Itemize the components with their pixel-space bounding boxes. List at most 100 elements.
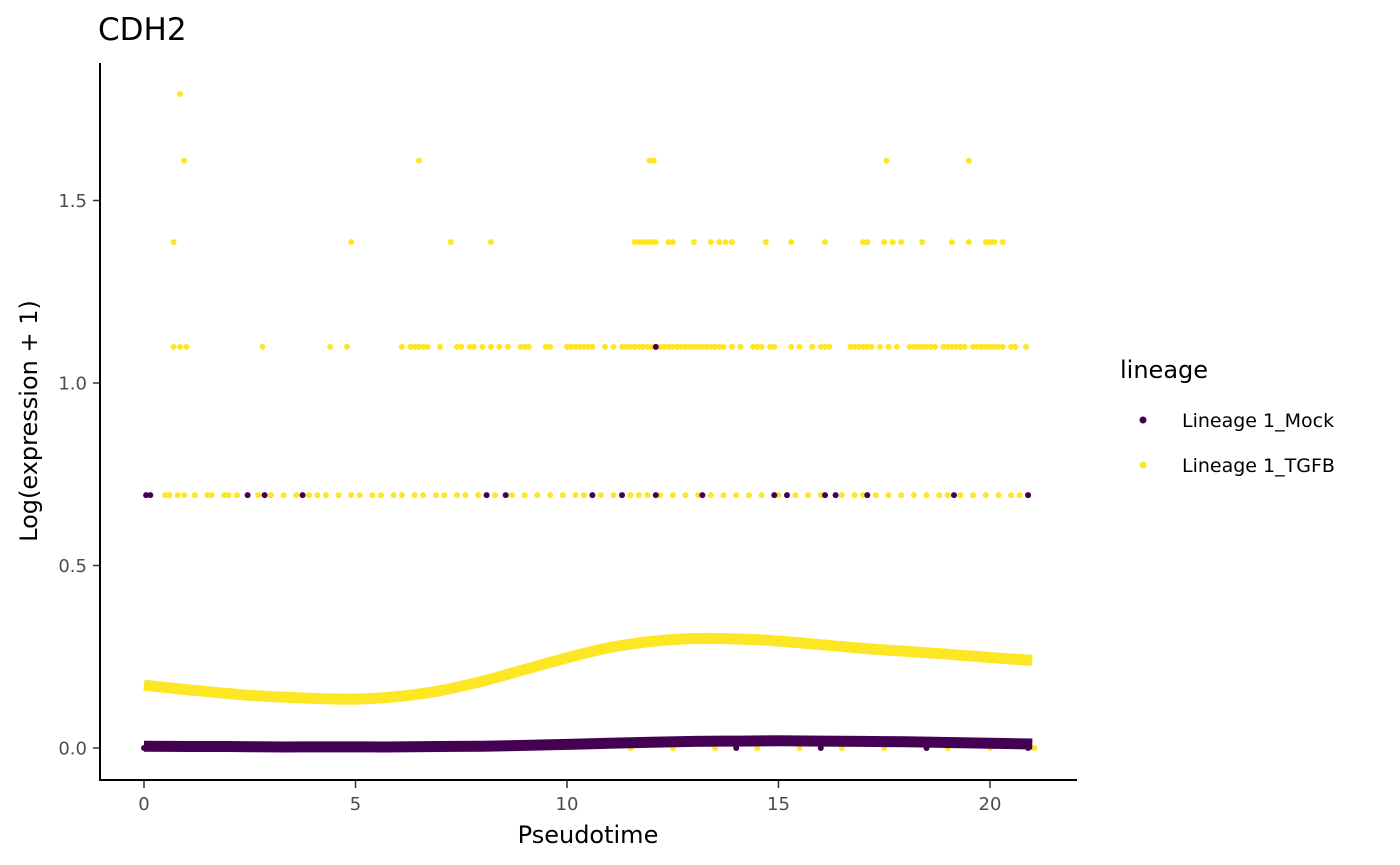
data-point xyxy=(411,343,418,350)
data-point xyxy=(754,745,761,751)
data-point xyxy=(784,492,790,499)
data-point xyxy=(564,343,570,350)
data-point xyxy=(762,239,769,246)
data-point xyxy=(889,239,896,246)
x-tick-label: 15 xyxy=(767,794,790,815)
data-point xyxy=(597,492,604,499)
data-point xyxy=(547,343,554,350)
data-point xyxy=(631,239,638,246)
data-point xyxy=(585,343,592,350)
data-point xyxy=(868,343,875,350)
data-point xyxy=(369,492,376,499)
data-point xyxy=(458,343,465,350)
data-point xyxy=(855,343,862,350)
data-point xyxy=(860,239,867,246)
data-point xyxy=(650,157,657,164)
data-point xyxy=(657,492,664,499)
data-point xyxy=(635,492,642,499)
data-point xyxy=(690,239,697,246)
data-point xyxy=(805,492,812,499)
data-point xyxy=(204,492,211,499)
data-point xyxy=(644,343,651,350)
data-point xyxy=(788,239,795,246)
x-tick-label: 0 xyxy=(138,794,149,815)
data-point xyxy=(822,343,828,350)
data-point xyxy=(951,492,957,499)
data-point xyxy=(758,343,765,350)
data-point xyxy=(729,343,735,350)
data-point xyxy=(619,343,625,350)
data-point xyxy=(635,239,642,246)
data-point xyxy=(627,492,634,499)
data-point xyxy=(420,343,427,350)
data-point xyxy=(877,343,883,350)
data-point xyxy=(944,492,951,499)
data-point xyxy=(970,492,977,499)
data-point xyxy=(885,492,892,499)
x-tick-label: 5 xyxy=(350,794,361,815)
data-point xyxy=(851,492,858,499)
data-point xyxy=(299,492,306,499)
data-point xyxy=(572,343,579,350)
data-point xyxy=(177,90,183,97)
data-point xyxy=(860,343,867,350)
data-point xyxy=(948,343,955,350)
data-point xyxy=(745,492,752,499)
data-point xyxy=(648,239,655,246)
data-point xyxy=(627,343,634,350)
y-tick-label: 1.5 xyxy=(58,191,87,212)
data-point xyxy=(809,343,816,350)
y-axis-title: Log(expression + 1) xyxy=(15,300,43,542)
data-point xyxy=(191,492,198,499)
data-point xyxy=(208,492,215,499)
data-point xyxy=(864,492,871,499)
data-point xyxy=(166,492,173,499)
data-point xyxy=(534,492,541,499)
data-point xyxy=(716,343,723,350)
data-point xyxy=(944,343,951,350)
data-point xyxy=(547,492,554,499)
data-point xyxy=(244,492,251,499)
data-point xyxy=(348,239,355,246)
data-point xyxy=(832,492,839,499)
data-point xyxy=(475,492,482,499)
data-point xyxy=(872,492,879,499)
data-point xyxy=(864,343,871,350)
data-point xyxy=(737,343,744,350)
data-point xyxy=(640,343,647,350)
data-point xyxy=(470,343,477,350)
data-point xyxy=(703,343,710,350)
legend-entry-mock: Lineage 1_Mock xyxy=(1139,410,1334,432)
data-point xyxy=(665,343,672,350)
data-point xyxy=(648,343,655,350)
data-point xyxy=(906,343,913,350)
data-point xyxy=(580,492,587,499)
data-point xyxy=(915,343,922,350)
data-point xyxy=(322,492,329,499)
data-point xyxy=(826,343,833,350)
y-tick-label: 0.5 xyxy=(58,556,87,577)
y-ticks: 0.0 0.5 1.0 1.5 xyxy=(58,191,99,760)
data-point xyxy=(720,343,727,350)
data-point xyxy=(965,239,972,246)
data-point xyxy=(580,343,587,350)
data-point xyxy=(792,492,799,499)
fit-line-mock xyxy=(143,735,1033,753)
data-point xyxy=(521,492,528,499)
data-point xyxy=(177,343,183,350)
data-point xyxy=(987,343,993,350)
data-point xyxy=(883,157,890,164)
data-point xyxy=(327,343,334,350)
data-point xyxy=(707,492,714,499)
data-point xyxy=(860,492,867,499)
legend-entry-tgfb: Lineage 1_TGFB xyxy=(1139,455,1335,477)
data-point xyxy=(936,492,943,499)
data-point xyxy=(454,492,460,499)
data-point xyxy=(415,157,422,164)
data-point xyxy=(1016,492,1023,499)
data-point xyxy=(335,492,342,499)
data-point xyxy=(348,492,355,499)
data-point xyxy=(682,492,689,499)
data-point xyxy=(143,492,150,499)
